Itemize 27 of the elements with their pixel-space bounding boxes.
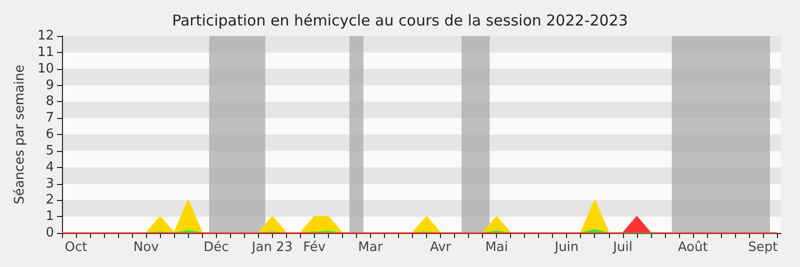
x-tick-label: Fév <box>303 240 326 255</box>
x-tick-label: Avr <box>430 240 452 255</box>
x-tick-label: Nov <box>133 240 160 255</box>
y-tick-label: 2 <box>46 192 54 208</box>
y-tick-label: 6 <box>46 127 54 142</box>
x-tick-label: Juin <box>554 240 579 255</box>
x-tick-label: Jan 23 <box>250 240 293 255</box>
x-tick-label: Oct <box>64 240 88 255</box>
x-tick-label: Sept <box>748 240 778 255</box>
y-tick-label: 8 <box>46 94 54 110</box>
x-tick-label: Mar <box>358 240 384 255</box>
x-tick-label: Juil <box>612 240 632 255</box>
y-tick-label: 4 <box>46 160 54 175</box>
chart-title: Participation en hémicycle au cours de la session 2022-2023 <box>172 12 628 30</box>
x-tick-label: Mai <box>485 240 508 255</box>
y-tick-label: 11 <box>37 44 54 60</box>
y-tick-label: 10 <box>37 61 54 76</box>
y-tick-label: 0 <box>46 226 54 240</box>
y-tick-label: 7 <box>46 110 54 126</box>
y-tick-label: 5 <box>46 143 54 158</box>
y-tick-label: 3 <box>46 176 54 192</box>
y-tick-label: 12 <box>37 28 54 44</box>
y-tick-label: 9 <box>46 78 54 93</box>
y-tick-label: 1 <box>46 209 54 224</box>
x-tick-label: Août <box>678 240 708 255</box>
y-axis-title: Séances par semaine <box>12 64 28 204</box>
x-tick-label: Déc <box>204 240 229 255</box>
